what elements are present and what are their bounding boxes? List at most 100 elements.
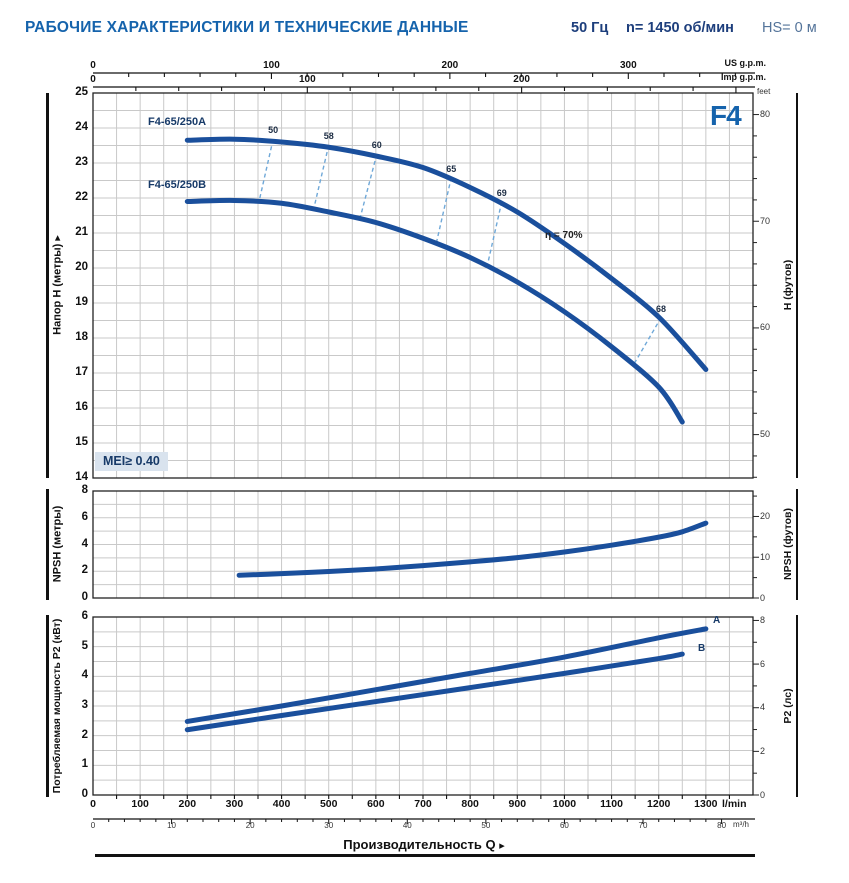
q-axis-underline xyxy=(95,854,755,857)
lmin-tick: 600 xyxy=(367,798,385,810)
head-tick: 25 xyxy=(75,86,88,98)
imp-gpm-tick: 0 xyxy=(90,74,96,85)
head-axis-label-text: Напор H (метры) xyxy=(51,243,64,335)
head-tick: 17 xyxy=(75,366,88,378)
p2-tick: 0 xyxy=(81,788,88,800)
mei-badge: MEI≥ 0.40 xyxy=(95,452,168,471)
efficiency-tick: 60 xyxy=(371,140,382,151)
efficiency-tick: 50 xyxy=(268,125,279,136)
imp-gpm-unit: Imp g.p.m. xyxy=(721,72,766,82)
head-tick: 16 xyxy=(75,401,88,413)
m3h-tick: 20 xyxy=(245,821,255,830)
head-tick: 24 xyxy=(75,121,88,133)
npsh-feet-tick: 20 xyxy=(760,510,771,521)
head-tick: 18 xyxy=(75,331,88,343)
feet-unit: feet xyxy=(757,87,771,96)
p2-tick: 6 xyxy=(81,610,88,622)
lmin-tick: 500 xyxy=(319,798,338,810)
npsh-tick: 2 xyxy=(81,564,88,577)
p2-tick: 1 xyxy=(81,758,88,771)
npsh-tick: 0 xyxy=(81,591,88,603)
hp-tick: 6 xyxy=(760,658,766,669)
feet-tick: 80 xyxy=(760,109,771,120)
p2-tick: 4 xyxy=(81,669,88,682)
m3h-tick: 60 xyxy=(559,821,569,830)
lmin-tick: 200 xyxy=(178,798,197,810)
hp-tick: 0 xyxy=(760,789,766,800)
curve-label-a: F4-65/250A xyxy=(148,116,207,128)
head-tick: 21 xyxy=(75,226,88,238)
npsh-tick: 4 xyxy=(81,537,88,550)
us-gpm-tick: 300 xyxy=(619,60,637,71)
lmin-tick: 1200 xyxy=(647,798,671,810)
us-gpm-tick: 100 xyxy=(263,60,280,71)
suction-head-label: HS= 0 м xyxy=(762,20,817,36)
lmin-tick: 700 xyxy=(414,798,432,810)
speed-label: n= 1450 об/мин xyxy=(626,20,734,36)
m3h-tick: 40 xyxy=(402,821,412,830)
efficiency-tick: 68 xyxy=(656,303,667,314)
us-gpm-tick: 200 xyxy=(441,60,459,71)
feet-tick: 50 xyxy=(760,429,771,440)
head-axis-label-right: H (футов) xyxy=(781,259,794,311)
head-tick: 15 xyxy=(75,436,88,448)
p2-tick: 2 xyxy=(81,728,88,741)
us-gpm-unit: US g.p.m. xyxy=(724,58,766,68)
lmin-tick: 900 xyxy=(508,798,527,810)
lmin-tick: 300 xyxy=(225,798,244,810)
p2-left-axis-bar xyxy=(46,615,49,797)
p2-tick: 3 xyxy=(81,699,88,711)
head-axis-label: Напор H (метры) ▸ xyxy=(51,235,64,335)
series-b-end-label: B xyxy=(698,643,706,654)
q-axis-label: Производительность Q ▸ xyxy=(304,838,544,852)
m3h-tick: 80 xyxy=(717,821,727,830)
efficiency-tick: 58 xyxy=(323,131,334,142)
head-tick: 14 xyxy=(75,471,88,483)
hp-tick: 4 xyxy=(760,702,766,713)
lmin-tick: 100 xyxy=(131,798,149,810)
npsh-feet-tick: 0 xyxy=(760,592,766,603)
efficiency-tick: 69 xyxy=(496,187,507,198)
efficiency-label: η = 70% xyxy=(545,230,583,241)
npsh-tick: 8 xyxy=(81,484,88,496)
m3h-tick: 30 xyxy=(324,821,334,830)
lmin-unit: l/min xyxy=(722,798,747,810)
imp-gpm-tick: 200 xyxy=(513,74,530,85)
head-right-axis-bar xyxy=(795,93,798,478)
head-tick: 23 xyxy=(75,156,88,168)
lmin-tick: 1000 xyxy=(552,798,577,810)
lmin-tick: 0 xyxy=(90,798,96,810)
p2-right-axis-bar xyxy=(795,615,798,797)
p2-tick: 5 xyxy=(81,639,88,652)
npsh-axis-label-right: NPSH (футов) xyxy=(781,508,794,580)
series-a-end-label: A xyxy=(713,615,721,626)
lmin-tick: 400 xyxy=(272,798,291,810)
p2-axis-label-right: P2 (лс) xyxy=(781,688,794,724)
npsh-tick: 6 xyxy=(81,510,88,523)
head-tick: 19 xyxy=(75,296,88,308)
q-axis-label-text: Производительность Q xyxy=(343,837,496,852)
head-tick: 20 xyxy=(75,261,88,273)
efficiency-tick: 65 xyxy=(446,163,457,174)
head-tick: 22 xyxy=(75,191,88,203)
imp-gpm-tick: 100 xyxy=(298,74,316,85)
model-badge: F4 xyxy=(710,100,742,131)
m3h-tick: 10 xyxy=(167,821,177,830)
head-left-axis-bar xyxy=(46,93,49,478)
us-gpm-tick: 0 xyxy=(90,60,96,71)
frequency-label: 50 Гц xyxy=(571,20,609,36)
hp-tick: 2 xyxy=(760,745,766,756)
npsh-feet-tick: 10 xyxy=(760,551,771,562)
npsh-right-axis-bar xyxy=(795,489,798,600)
feet-tick: 60 xyxy=(760,322,771,333)
hp-tick: 8 xyxy=(760,614,766,625)
lmin-tick: 1100 xyxy=(600,798,623,810)
m3h-tick: 50 xyxy=(481,821,491,830)
feet-tick: 70 xyxy=(760,215,771,226)
m3h-tick: 0 xyxy=(90,821,96,830)
page-title: РАБОЧИЕ ХАРАКТЕРИСТИКИ И ТЕХНИЧЕСКИЕ ДАН… xyxy=(25,19,469,36)
m3h-tick: 70 xyxy=(638,821,648,830)
m3h-unit: m³/h xyxy=(733,820,749,829)
